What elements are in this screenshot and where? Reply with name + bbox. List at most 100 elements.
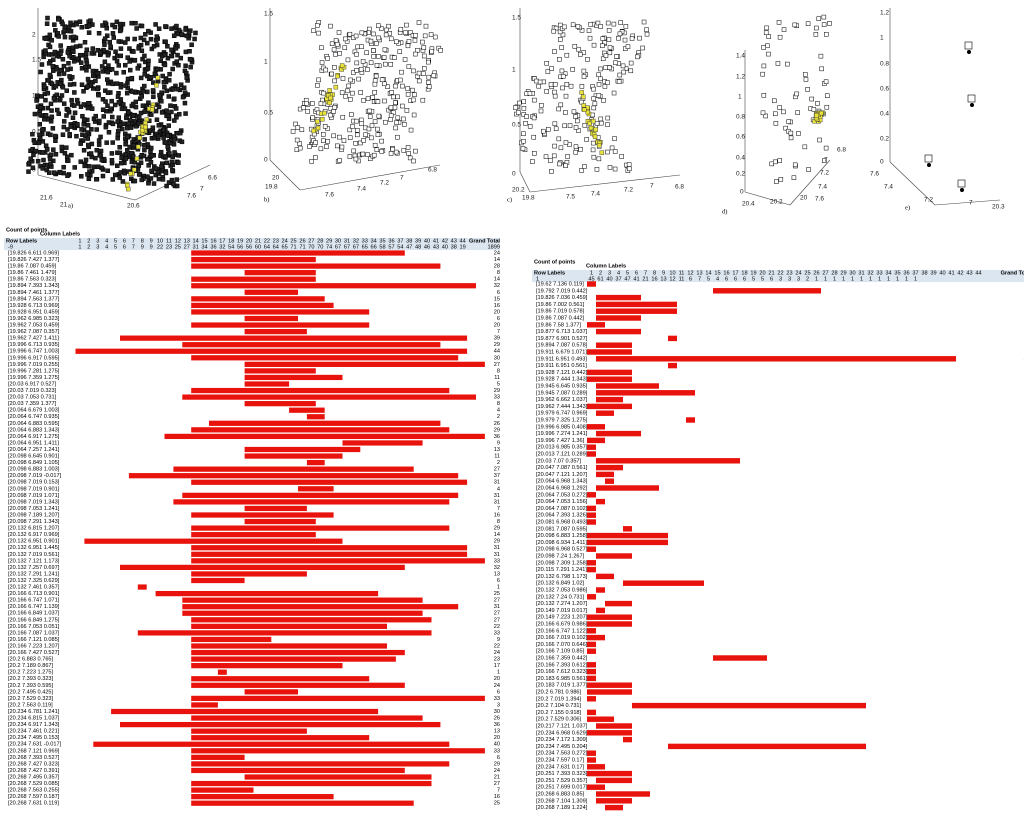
row-bar <box>191 794 334 800</box>
voxel <box>343 36 348 42</box>
voxel <box>52 133 58 139</box>
voxel <box>411 158 416 164</box>
column-count: 27 <box>184 244 190 250</box>
voxel <box>172 137 177 142</box>
row-label: [19.826 6.611 0.969] <box>8 250 59 256</box>
row-total: 16 <box>494 512 500 518</box>
voxel <box>817 137 822 143</box>
voxel <box>806 167 811 172</box>
voxel <box>160 73 165 79</box>
voxel <box>318 101 324 106</box>
axis-tick-label: 7.2 <box>820 170 829 177</box>
voxel <box>151 94 156 100</box>
row-bar <box>596 301 677 308</box>
voxel <box>323 67 329 73</box>
voxel <box>339 144 345 150</box>
voxel <box>827 21 832 26</box>
row-label: [20.098 6.883 1.258] <box>536 533 588 539</box>
voxel <box>48 152 54 157</box>
plot-axis <box>934 199 1001 206</box>
row-bar <box>596 315 641 321</box>
row-bar <box>596 430 641 437</box>
voxel <box>426 80 431 85</box>
column-count: 7 <box>698 276 701 282</box>
row-bar <box>191 761 450 767</box>
voxel <box>136 46 141 51</box>
voxel <box>618 20 623 25</box>
voxel <box>37 122 42 127</box>
row-bar <box>191 754 245 760</box>
voxel <box>590 140 596 146</box>
voxel <box>83 157 89 163</box>
row-total: 8 <box>497 270 500 276</box>
highlight-voxel <box>128 171 133 176</box>
voxel <box>775 61 781 66</box>
voxel <box>167 71 172 77</box>
row-bar <box>191 263 441 269</box>
voxel <box>575 118 580 124</box>
summary-label: 1 <box>536 276 539 282</box>
voxel <box>761 63 767 69</box>
voxel <box>146 58 151 64</box>
axis-tick-label: 0 <box>32 167 36 174</box>
header-band <box>532 270 1024 282</box>
column-count: 71 <box>299 244 305 250</box>
voxel <box>644 27 649 32</box>
row-label: [20.183 7.019 1.377] <box>536 683 588 689</box>
voxel <box>44 21 50 26</box>
row-label: [20.132 7.24 0.731] <box>536 594 585 600</box>
voxel <box>579 28 585 33</box>
voxel <box>819 66 824 72</box>
row-bar <box>173 499 450 505</box>
highlight-voxel <box>592 134 598 140</box>
row-bar <box>623 736 632 743</box>
plot-axis <box>889 161 936 206</box>
voxel <box>603 65 608 71</box>
voxel <box>406 151 411 156</box>
voxel <box>803 77 809 82</box>
voxel <box>139 94 144 99</box>
voxel <box>142 147 147 153</box>
row-label: [20.2 6.781 0.986] <box>536 689 582 695</box>
column-count: 1 <box>78 244 81 250</box>
voxel <box>773 111 778 117</box>
voxel <box>119 155 124 161</box>
voxel <box>85 76 91 82</box>
row-bar <box>587 770 632 777</box>
row-total: 33 <box>494 630 500 636</box>
voxel <box>821 14 827 20</box>
voxel <box>108 106 113 112</box>
highlight-voxel <box>596 143 602 148</box>
highlight-voxel <box>311 128 316 134</box>
voxel <box>824 93 830 98</box>
column-count: 34 <box>201 244 207 250</box>
column-label: 10 <box>669 270 675 276</box>
column-count: 1 <box>905 276 908 282</box>
voxel <box>91 164 97 170</box>
voxel <box>176 153 181 158</box>
voxel <box>382 47 388 53</box>
row-bar <box>93 741 450 747</box>
voxel <box>109 151 115 156</box>
voxel <box>172 150 177 155</box>
row-label: [20.098 7.019 1.343] <box>8 499 60 505</box>
voxel <box>582 123 588 128</box>
voxel <box>118 46 124 51</box>
voxel <box>149 112 154 117</box>
voxel <box>421 66 427 71</box>
axis-tick-label: 20.4 <box>742 201 755 208</box>
row-label: [20.166 7.019 0.102] <box>536 635 588 641</box>
row-bar <box>668 743 866 750</box>
axis-tick-label: 1.5 <box>512 15 521 22</box>
column-label: 33 <box>362 238 368 244</box>
voxel <box>365 96 371 101</box>
highlight-voxel <box>137 135 142 141</box>
voxel <box>78 43 83 49</box>
voxel <box>60 132 66 137</box>
row-bar <box>587 709 596 716</box>
voxel <box>349 112 354 117</box>
voxel <box>85 123 91 128</box>
highlight-voxel <box>328 95 333 101</box>
column-label: 29 <box>326 238 332 244</box>
voxel <box>163 170 169 176</box>
